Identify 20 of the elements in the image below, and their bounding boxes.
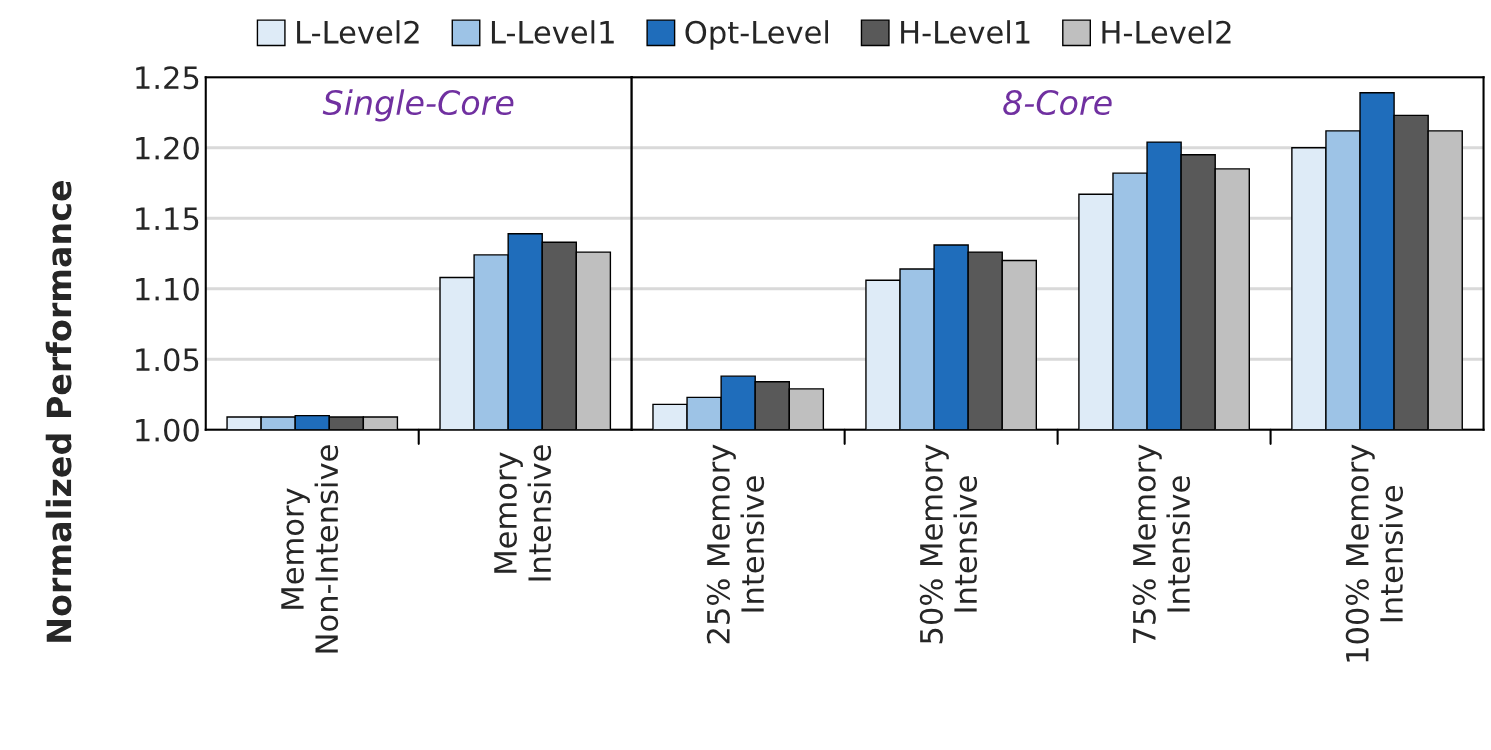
legend-label: H-Level1	[901, 20, 1030, 44]
y-tick-label: 1.20	[136, 136, 199, 160]
annotation: Single-Core	[322, 89, 514, 122]
x-tick-label: Memory Non-Intensive	[281, 445, 339, 653]
x-tick-label: 50% Memory Intensive	[919, 444, 978, 644]
y-tick-label: 1.15	[136, 207, 199, 231]
y-tick-label: 1.00	[136, 418, 199, 442]
x-tick-label: Memory Intensive	[494, 445, 552, 581]
legend-label: Opt-Level	[685, 20, 829, 50]
x-tick-label: 100% Memory Intensive	[1345, 444, 1404, 662]
y-tick-label: 1.05	[136, 348, 199, 372]
y-tick-label: 1.10	[136, 277, 199, 301]
x-tick-label: 75% Memory Intensive	[1132, 444, 1191, 644]
x-tick-label: 25% Memory Intensive	[706, 444, 765, 644]
legend-label: L-Level2	[297, 20, 419, 44]
y-axis-title: Normalized Performance	[45, 181, 72, 642]
legend-label: L-Level1	[491, 20, 614, 44]
legend-label: H-Level2	[1102, 20, 1231, 44]
y-tick-label: 1.25	[136, 66, 199, 90]
annotation: 8-Core	[1003, 89, 1112, 116]
